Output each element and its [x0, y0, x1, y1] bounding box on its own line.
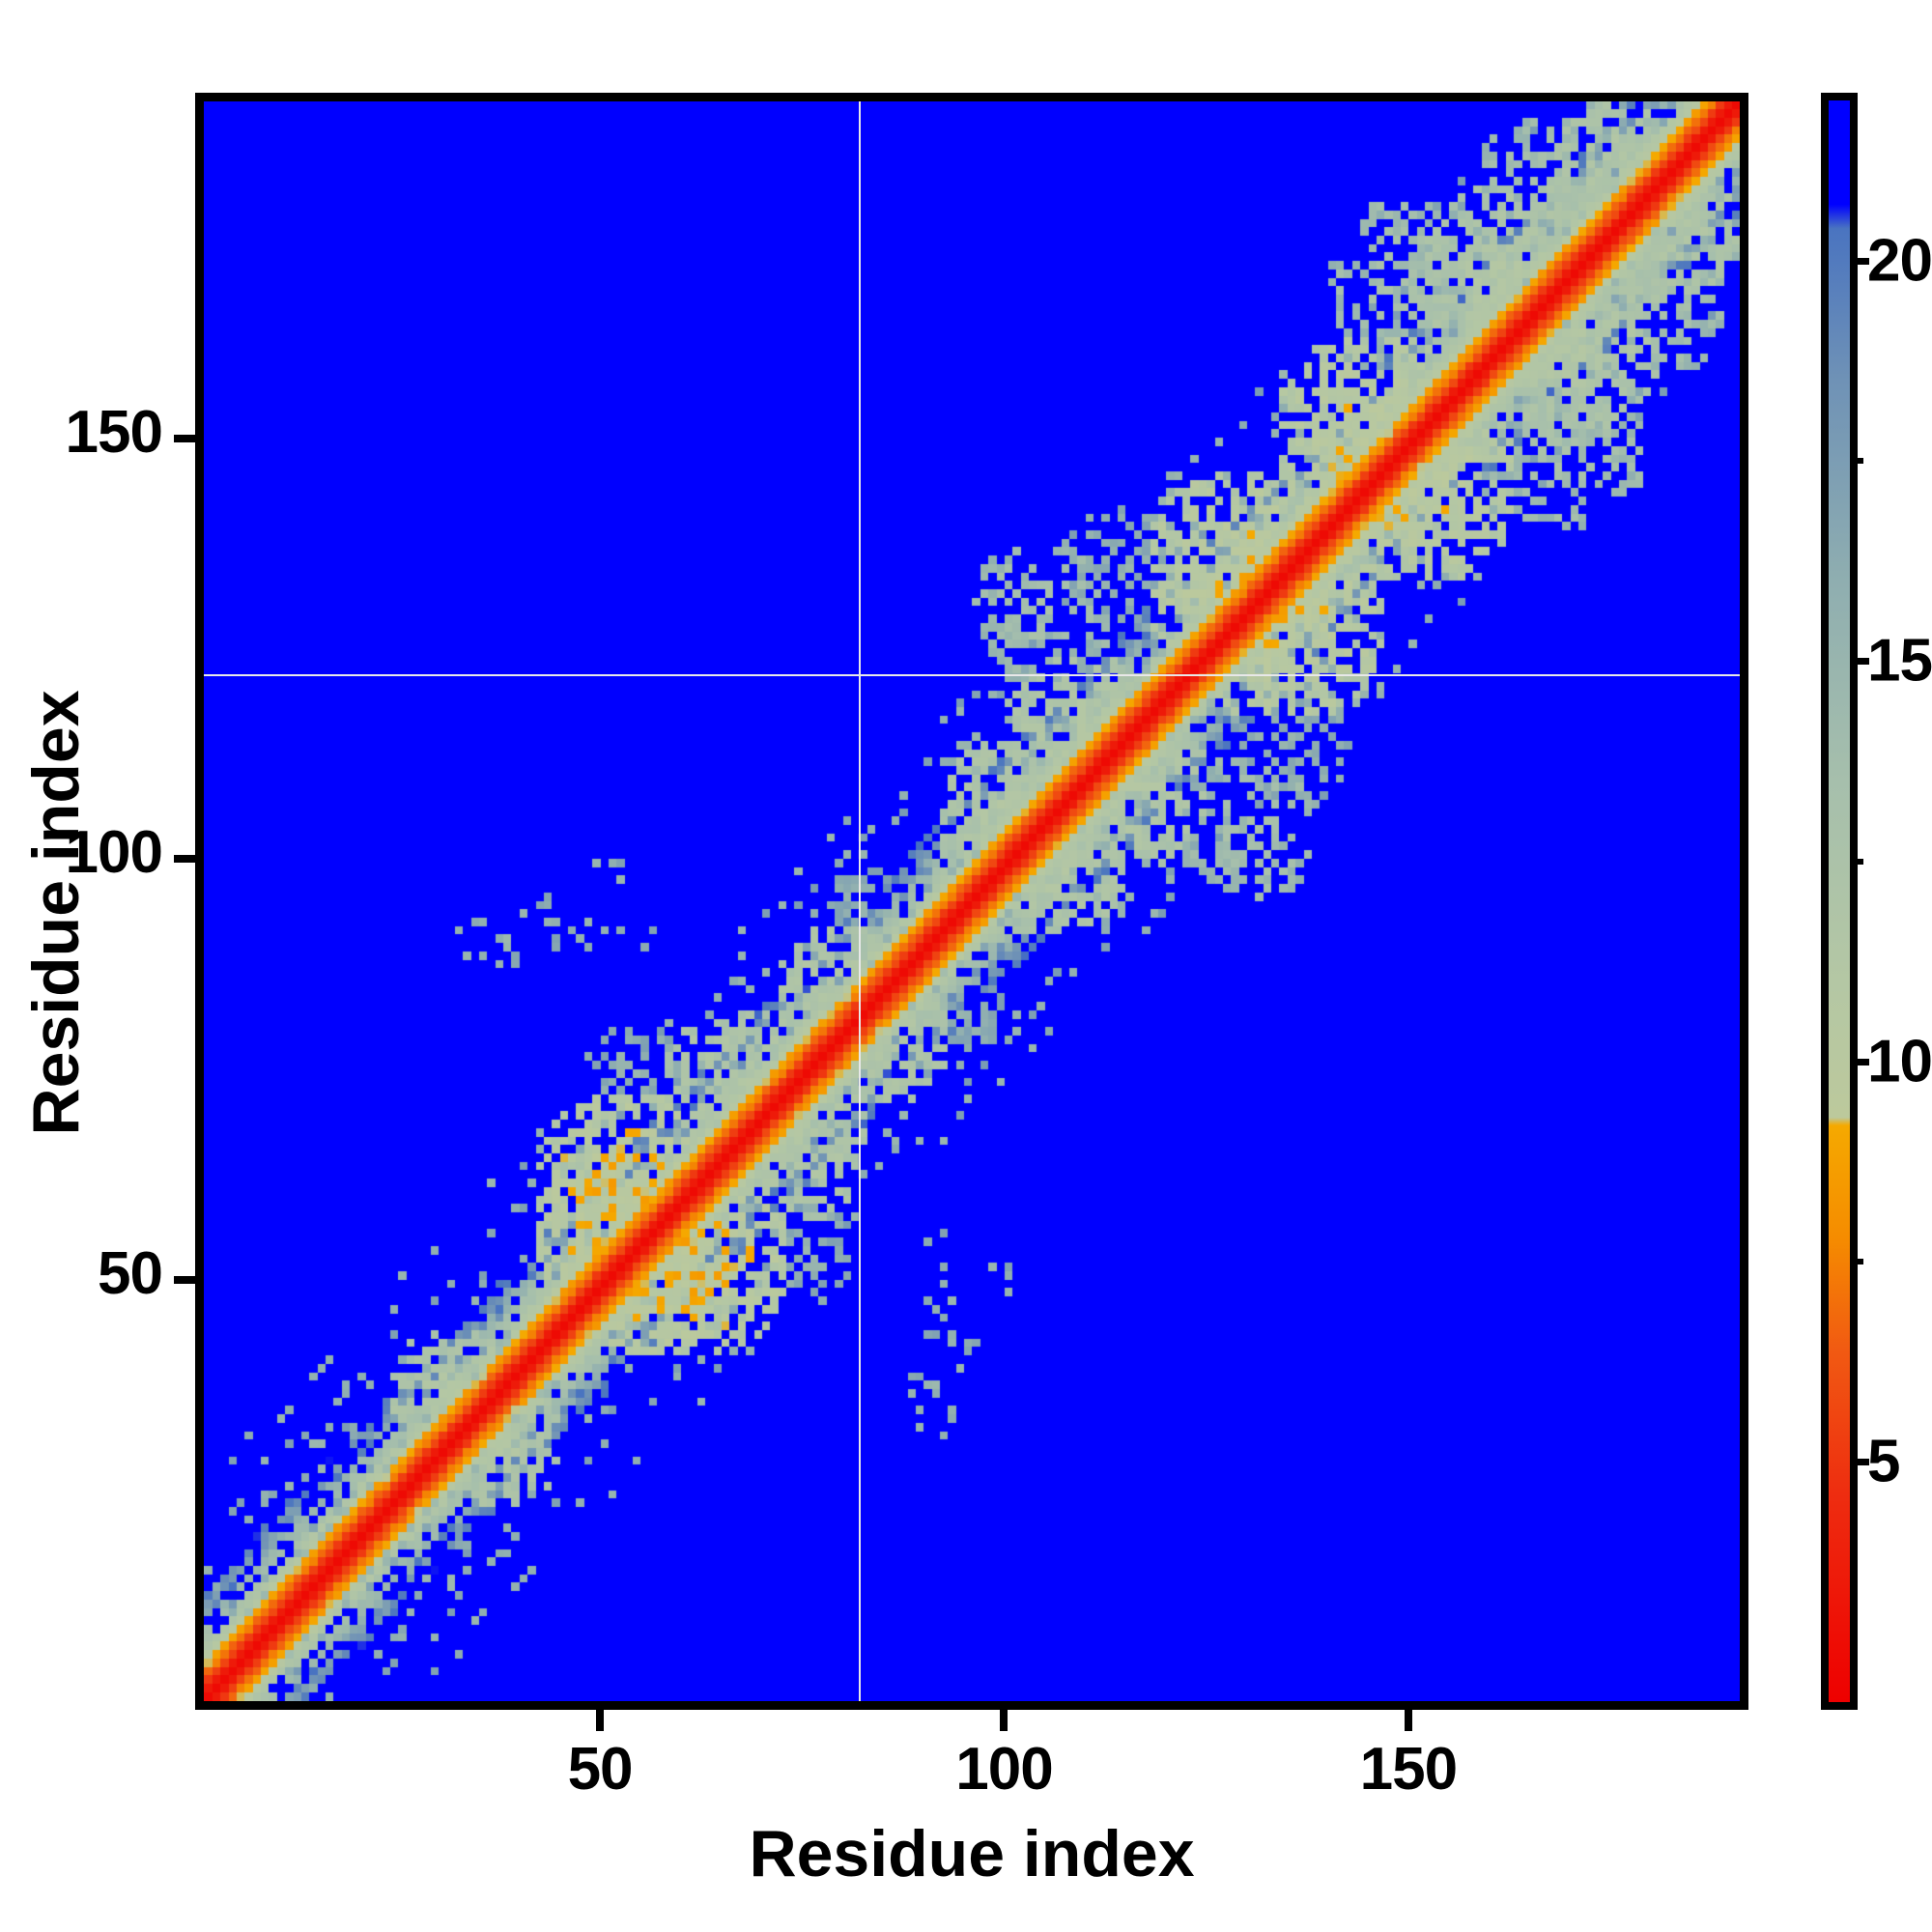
colorbar-minor-tick — [1854, 458, 1863, 465]
colorbar-tick-label: 10 — [1867, 1028, 1932, 1095]
x-axis-tick — [1404, 1710, 1412, 1731]
y-axis-tick-label: 100 — [65, 819, 163, 887]
x-axis-tick-label: 150 — [1359, 1736, 1458, 1803]
colorbar-tick — [1854, 1459, 1869, 1466]
colorbar-tick — [1854, 1058, 1869, 1065]
y-axis-title: Residue index — [19, 690, 93, 1136]
x-axis-tick — [596, 1710, 605, 1731]
colorbar-tick-label: 20 — [1867, 227, 1932, 295]
x-axis-tick — [1000, 1710, 1009, 1731]
colorbar-minor-tick — [1854, 858, 1863, 865]
heatmap-plot-area[interactable] — [195, 93, 1748, 1710]
y-axis-tick-label: 150 — [65, 398, 163, 466]
colorbar-tick — [1854, 257, 1869, 265]
contact-map-canvas[interactable] — [204, 101, 1740, 1701]
x-axis-tick-label: 100 — [955, 1736, 1053, 1803]
y-axis-tick — [174, 1276, 195, 1285]
colorbar-minor-tick — [1854, 1259, 1863, 1265]
colorbar-tick-label: 15 — [1867, 627, 1932, 695]
x-axis-title: Residue index — [749, 1817, 1195, 1890]
colorbar-tick — [1854, 658, 1869, 666]
y-axis-tick — [174, 434, 195, 442]
colorbar-gradient — [1829, 100, 1850, 1702]
y-axis-tick — [174, 855, 195, 864]
x-axis-tick-label: 50 — [567, 1736, 634, 1803]
colorbar-tick-label: 5 — [1867, 1428, 1900, 1495]
colorbar[interactable] — [1821, 93, 1858, 1710]
y-axis-tick-label: 50 — [98, 1240, 163, 1308]
